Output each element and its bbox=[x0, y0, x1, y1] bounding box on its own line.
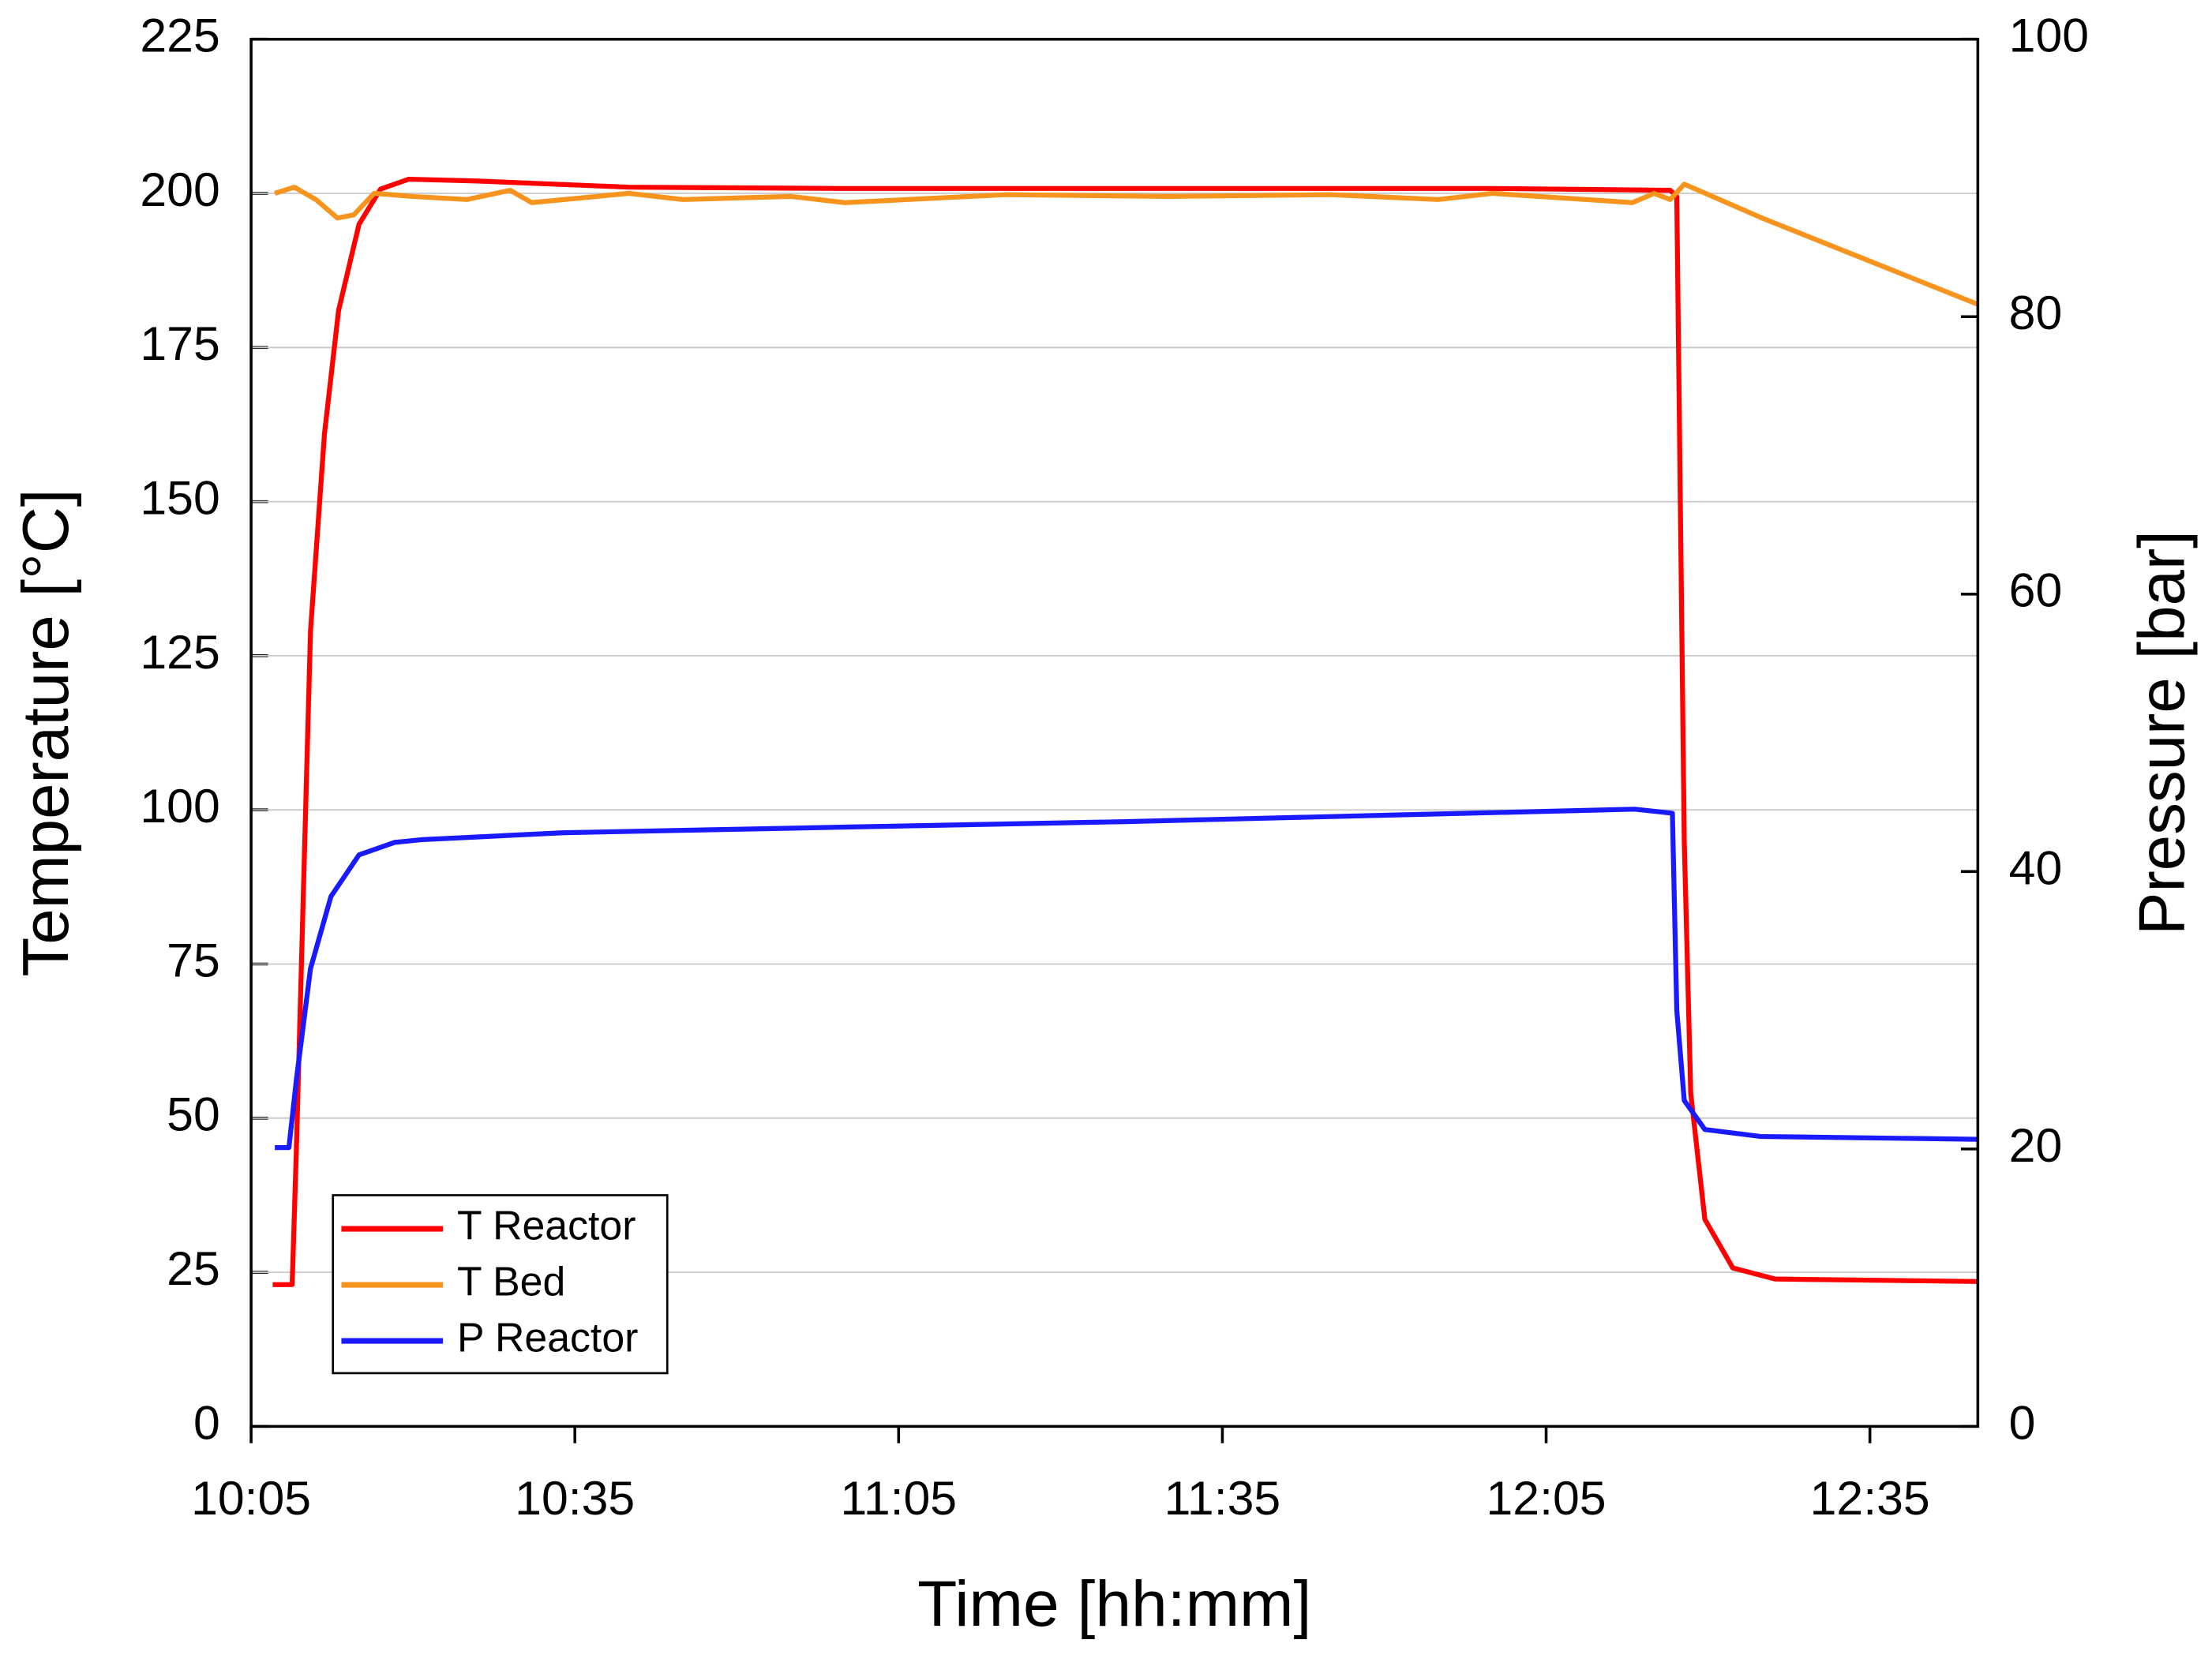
y-tick-label: 50 bbox=[167, 1088, 220, 1141]
x-axis-title: Time [hh:mm] bbox=[917, 1568, 1311, 1640]
x-tick-label: 12:05 bbox=[1487, 1471, 1607, 1525]
x-tick-label: 11:35 bbox=[1164, 1471, 1281, 1525]
y2-tick-label: 80 bbox=[2009, 286, 2063, 339]
legend-label: T Bed bbox=[457, 1259, 565, 1305]
y-tick-label: 175 bbox=[140, 316, 219, 370]
y2-tick-label: 40 bbox=[2009, 840, 2063, 894]
y-tick-label: 25 bbox=[167, 1241, 220, 1295]
y-tick-label: 200 bbox=[140, 163, 219, 216]
y2-tick-label: 20 bbox=[2009, 1118, 2063, 1172]
y-tick-label: 225 bbox=[140, 9, 219, 62]
series-line bbox=[275, 807, 1978, 1151]
x-tick-label: 11:05 bbox=[841, 1471, 958, 1525]
y2-tick-label: 100 bbox=[2009, 9, 2089, 62]
x-tick-label: 10:05 bbox=[191, 1471, 311, 1525]
y-axis-title: Temperature [°C] bbox=[10, 489, 82, 977]
y-tick-label: 150 bbox=[140, 471, 219, 525]
legend-label: P Reactor bbox=[457, 1315, 638, 1361]
series-line bbox=[272, 176, 1978, 1287]
y-tick-label: 125 bbox=[140, 625, 219, 679]
y-tick-label: 0 bbox=[193, 1396, 220, 1450]
y2-axis-title: Pressure [bar] bbox=[2126, 530, 2198, 935]
x-tick-label: 10:35 bbox=[515, 1471, 635, 1525]
y-tick-label: 100 bbox=[140, 779, 219, 833]
x-tick-label: 12:35 bbox=[1810, 1471, 1930, 1525]
y2-tick-label: 60 bbox=[2009, 563, 2063, 617]
legend-label: T Reactor bbox=[457, 1203, 636, 1249]
y-tick-label: 75 bbox=[167, 934, 220, 987]
plot-frame bbox=[249, 37, 1980, 1428]
y2-tick-label: 0 bbox=[2009, 1396, 2036, 1450]
series-line bbox=[274, 182, 1979, 307]
